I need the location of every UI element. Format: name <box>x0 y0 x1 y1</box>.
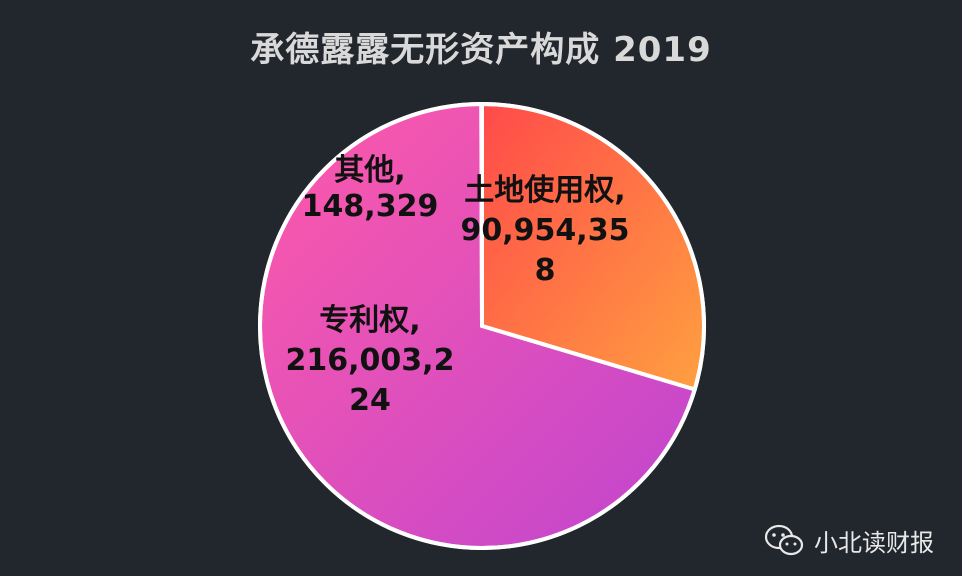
slice-patents-label-line: 24 <box>349 383 391 418</box>
slice-land-use-rights-label-line: 8 <box>535 253 556 288</box>
watermark-text: 小北读财报 <box>814 529 934 557</box>
slice-other-label-line: 其他, <box>334 153 405 188</box>
slice-patents-label: 专利权, 216,003,2 24 <box>286 303 455 418</box>
slice-other-label-line: 148,329 <box>302 189 439 224</box>
slice-patents-label-line: 专利权, <box>319 303 420 338</box>
slice-other-label: 其他, 148,329 <box>302 153 439 224</box>
watermark: 小北读财报 <box>764 523 934 558</box>
pie-outline <box>258 102 706 550</box>
slice-patents-label-line: 216,003,2 <box>286 343 455 378</box>
slice-land-use-rights-label: 土地使用权, 90,954,35 8 <box>461 173 630 288</box>
slice-land-use-rights-label-line: 土地使用权, <box>464 173 625 208</box>
slice-land-use-rights-label-line: 90,954,35 <box>461 213 630 248</box>
wechat-icon <box>764 524 804 555</box>
chart-title: 承德露露无形资产构成 2019 <box>250 30 712 70</box>
